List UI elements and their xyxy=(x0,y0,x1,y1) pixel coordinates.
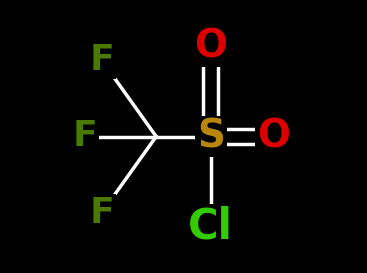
Text: F: F xyxy=(89,196,114,230)
Text: O: O xyxy=(257,117,290,156)
Text: F: F xyxy=(73,120,98,153)
Text: F: F xyxy=(89,43,114,77)
Text: O: O xyxy=(194,27,227,66)
Text: Cl: Cl xyxy=(188,206,233,248)
Text: S: S xyxy=(197,117,225,156)
